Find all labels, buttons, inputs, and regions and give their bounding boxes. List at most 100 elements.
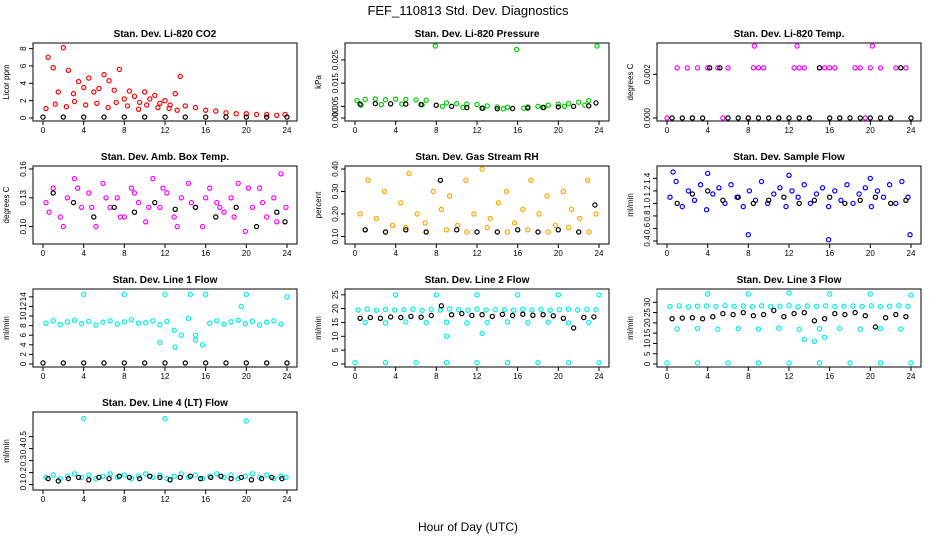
data-point [206, 473, 213, 479]
data-point [75, 78, 82, 85]
data-point [515, 292, 521, 298]
data-point [786, 290, 792, 296]
x-tick-label: 20 [554, 372, 563, 381]
data-point [479, 166, 485, 172]
data-point [438, 303, 445, 309]
series-1 [664, 43, 909, 121]
y-tick-label: 0.1 [19, 478, 28, 490]
data-point [172, 344, 178, 350]
data-point [862, 185, 869, 191]
data-point [720, 197, 726, 203]
data-point [448, 103, 455, 110]
data-point [413, 97, 419, 103]
x-tick-label: 8 [746, 126, 751, 135]
data-point [401, 307, 407, 313]
data-point [469, 312, 475, 319]
data-point [367, 314, 373, 321]
y-tick-label: 4 [19, 342, 28, 347]
y-tick-label: 25 [643, 308, 652, 317]
data-point [786, 302, 792, 309]
data-point [223, 360, 229, 366]
data-point [689, 115, 696, 121]
data-point [199, 475, 206, 482]
data-point [576, 229, 582, 235]
data-point [60, 223, 67, 230]
data-point [352, 359, 358, 366]
data-point [253, 111, 260, 118]
data-point [856, 191, 862, 197]
data-point [484, 103, 490, 109]
data-point [86, 472, 92, 478]
data-point [238, 303, 244, 310]
data-point [499, 311, 506, 318]
x-tick-label: 20 [866, 372, 875, 381]
series-3 [664, 360, 914, 366]
data-point [71, 98, 78, 105]
data-point [464, 101, 470, 107]
data-point [206, 185, 213, 191]
data-point [525, 227, 531, 233]
data-point [791, 65, 797, 71]
data-point [446, 193, 453, 199]
data-point [694, 65, 701, 71]
panel-title: Stan. Dev. Line 2 Flow [425, 275, 530, 286]
y-tick-label: 6 [19, 63, 28, 68]
x-tick-label: 8 [122, 372, 127, 381]
data-point [100, 180, 106, 187]
data-point [256, 185, 263, 191]
data-point [667, 303, 673, 310]
data-point [795, 194, 801, 200]
data-point [867, 291, 874, 297]
data-point [565, 224, 572, 231]
data-point [357, 315, 363, 321]
x-tick-label: 4 [393, 126, 398, 135]
data-point [801, 65, 808, 71]
y-tick-label: 0.20 [331, 206, 340, 222]
x-tick-label: 4 [705, 126, 710, 135]
data-point [91, 214, 97, 220]
panel-9: Stan. Dev. Line 3 Flow ml/min 0 4 8 12 16 20 24 0… [626, 275, 922, 381]
panel-title: Stan. Dev. Li-820 Temp. [734, 29, 845, 40]
data-point [886, 303, 893, 309]
y-axis-label: degrees C [2, 186, 11, 223]
data-point [249, 318, 256, 324]
data-point [584, 306, 590, 313]
y-axis-label: kPa [314, 75, 323, 89]
y-tick-label: 15 [643, 328, 652, 337]
data-point [821, 316, 828, 322]
data-point [64, 195, 71, 201]
data-point [136, 99, 143, 106]
series-2 [45, 473, 285, 484]
data-point [284, 114, 290, 120]
data-point [868, 203, 875, 210]
data-point [535, 229, 541, 235]
data-point [874, 188, 881, 194]
data-point [811, 197, 818, 203]
data-point [245, 185, 252, 191]
data-point [228, 319, 234, 325]
data-point [766, 115, 772, 121]
data-point [403, 227, 409, 233]
data-point [214, 199, 220, 206]
y-tick-label: 0.000 [331, 107, 340, 128]
data-point [859, 303, 865, 310]
data-point [192, 332, 199, 338]
data-point [581, 314, 587, 321]
data-point [167, 477, 173, 483]
x-tick-label: 20 [242, 249, 251, 258]
data-point [745, 291, 752, 297]
data-point [238, 474, 244, 481]
data-point [576, 99, 582, 105]
data-point [715, 65, 721, 71]
data-point [142, 320, 149, 326]
data-point [162, 97, 168, 104]
data-point [850, 303, 856, 309]
y-tick-label: 0.5 [19, 430, 28, 442]
data-point [811, 318, 818, 324]
x-tick-label: 16 [201, 372, 210, 381]
data-point [80, 84, 87, 91]
data-point [192, 104, 199, 111]
data-point [135, 106, 142, 113]
data-point [586, 229, 592, 235]
data-point [182, 114, 188, 120]
